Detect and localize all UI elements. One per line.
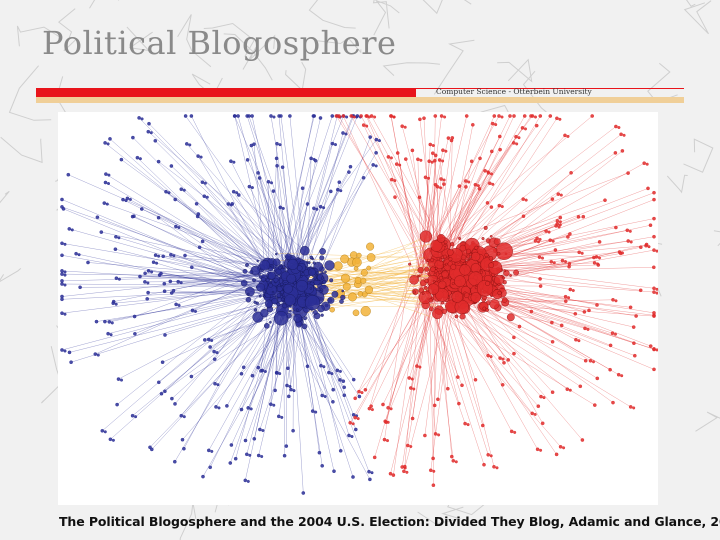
slide-title: Political Blogosphere (42, 24, 397, 62)
network-figure (58, 112, 658, 505)
figure-caption: The Political Blogosphere and the 2004 U… (59, 514, 720, 529)
title-underline-red (36, 88, 416, 97)
title-underline-tan (36, 97, 684, 103)
network-graph (60, 114, 658, 495)
title-underline-thin (416, 88, 684, 89)
slide-subtitle: Computer Science - Otterbein University (436, 87, 592, 96)
